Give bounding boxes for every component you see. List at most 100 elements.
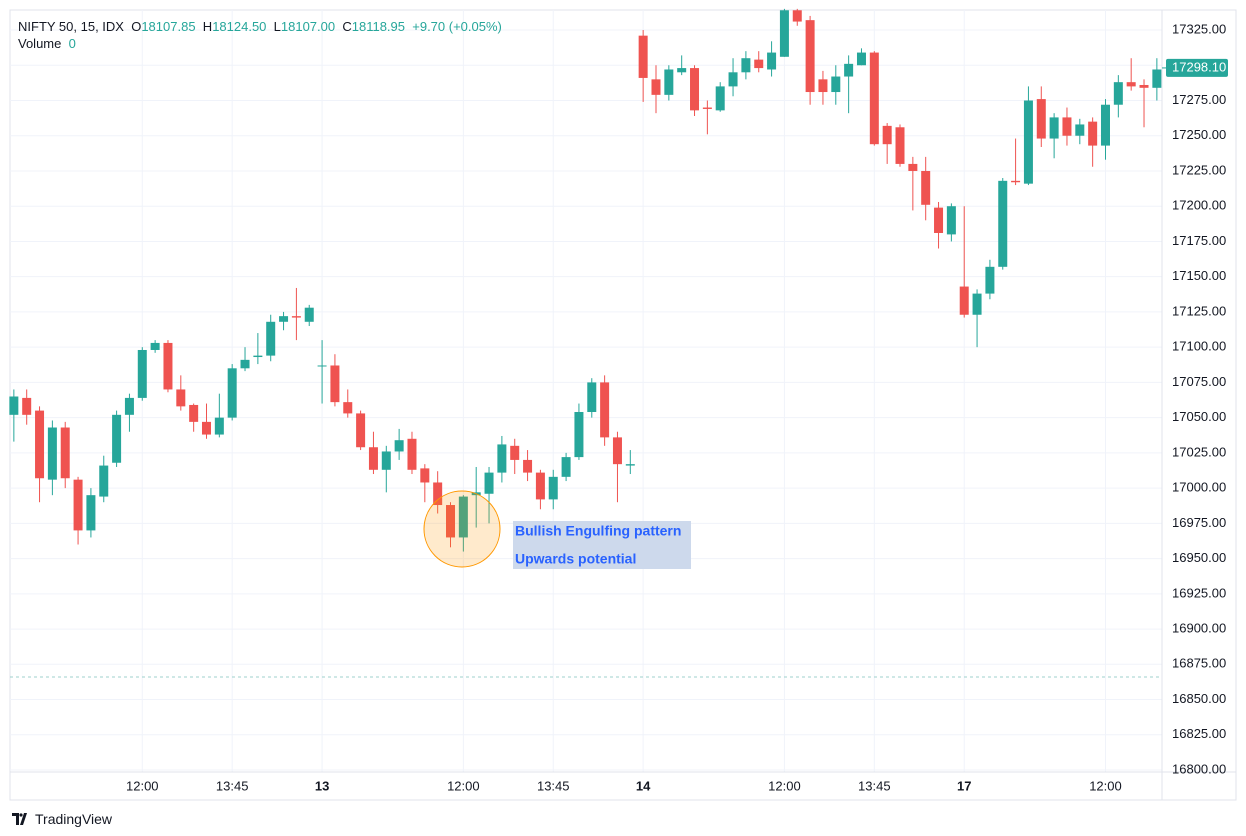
candle-body (535, 472, 545, 500)
candle-body (1126, 82, 1136, 87)
candle-body (946, 206, 956, 235)
candle-body (587, 382, 597, 413)
candle-body (677, 68, 687, 73)
candle-body (998, 180, 1008, 267)
candle-body (124, 397, 134, 415)
candle-body (767, 52, 777, 70)
candle-body (35, 410, 45, 479)
last-price-label: 17298.10 (1172, 59, 1226, 74)
candle-body (497, 444, 507, 473)
x-tick-label: 17 (957, 778, 971, 793)
candle-body (484, 472, 494, 494)
candle-body (1036, 99, 1046, 139)
candle-body (882, 125, 892, 145)
candle-body (1011, 180, 1021, 183)
y-tick-label: 17125.00 (1172, 303, 1226, 318)
x-tick-label: 13:45 (216, 778, 249, 793)
y-tick-label: 17225.00 (1172, 162, 1226, 177)
y-tick-label: 16925.00 (1172, 585, 1226, 600)
y-tick-label: 17150.00 (1172, 268, 1226, 283)
candle-body (715, 86, 725, 111)
candle-body (240, 359, 250, 369)
y-tick-label: 17200.00 (1172, 198, 1226, 213)
y-tick-label: 16975.00 (1172, 515, 1226, 530)
candle-body (779, 10, 789, 57)
change: +9.70 (+0.05%) (412, 19, 502, 34)
y-tick-label: 17075.00 (1172, 374, 1226, 389)
footer[interactable]: TradingView (12, 811, 112, 827)
x-tick-label: 13:45 (537, 778, 570, 793)
candle-body (420, 468, 430, 483)
y-tick-label: 16800.00 (1172, 761, 1226, 776)
y-tick-label: 17175.00 (1172, 233, 1226, 248)
y-tick-label: 17100.00 (1172, 339, 1226, 354)
candle-body (600, 382, 610, 438)
candle-body (253, 355, 263, 358)
annotation: Upwards potential (515, 551, 636, 567)
candle-body (1139, 84, 1149, 88)
pattern-circle (423, 490, 501, 568)
y-tick-label: 17050.00 (1172, 409, 1226, 424)
annotation: Bullish Engulfing pattern (515, 523, 681, 539)
y-tick-label: 17275.00 (1172, 92, 1226, 107)
candle-body (728, 72, 738, 87)
candle-body (73, 479, 83, 531)
candle-body (895, 127, 905, 164)
candle-body (908, 163, 918, 171)
candle-body (137, 349, 147, 398)
candle-body (394, 440, 404, 452)
candle-body (664, 69, 674, 95)
candle-body (227, 368, 237, 418)
candle-body (792, 10, 802, 22)
volume-value: 0 (68, 36, 76, 51)
candle-body (1023, 100, 1033, 184)
ohlc-value: 18107.85 (141, 19, 196, 34)
volume-label: Volume (18, 36, 62, 51)
ohlc-label: L (273, 19, 281, 34)
candle-body (317, 365, 327, 367)
candle-body (112, 414, 122, 463)
candle-body (60, 427, 70, 479)
ohlc-value: 18118.95 (351, 19, 406, 34)
candle-body (921, 170, 931, 205)
candle-body (343, 402, 353, 414)
candle-body (163, 342, 173, 390)
y-tick-label: 17000.00 (1172, 480, 1226, 495)
candle-body (368, 447, 378, 470)
y-tick-label: 16950.00 (1172, 550, 1226, 565)
candle-body (381, 451, 391, 470)
candle-body (1100, 104, 1110, 146)
candle-body (1152, 69, 1162, 88)
candle-body (86, 495, 96, 531)
candle-body (291, 316, 301, 318)
candle-body (510, 445, 520, 460)
candle-body (959, 286, 969, 315)
candle-body (266, 321, 276, 356)
annotation-box (513, 521, 691, 569)
candle-body (972, 293, 982, 315)
candle-body (985, 266, 995, 294)
candle-body (690, 68, 700, 111)
x-tick-label: 12:00 (1089, 778, 1122, 793)
ohlc-label: C (342, 19, 352, 34)
candle-body (22, 397, 32, 415)
candle-body (356, 413, 366, 448)
y-tick-label: 17025.00 (1172, 444, 1226, 459)
candle-body (1113, 82, 1123, 105)
candle-body (9, 396, 19, 415)
candle-body (99, 465, 109, 497)
ohlc-label: O (131, 19, 142, 34)
candle-body (1049, 117, 1059, 139)
ohlc-value: 18107.00 (280, 19, 336, 34)
ohlc-value: 18124.50 (212, 19, 267, 34)
candle-body (1075, 124, 1085, 136)
x-tick-label: 14 (636, 778, 651, 793)
candle-body (805, 20, 815, 93)
candle-body (638, 35, 648, 78)
candle-body (651, 79, 661, 95)
x-tick-label: 13:45 (858, 778, 891, 793)
candle-body (548, 476, 558, 500)
candle-body (523, 459, 533, 473)
